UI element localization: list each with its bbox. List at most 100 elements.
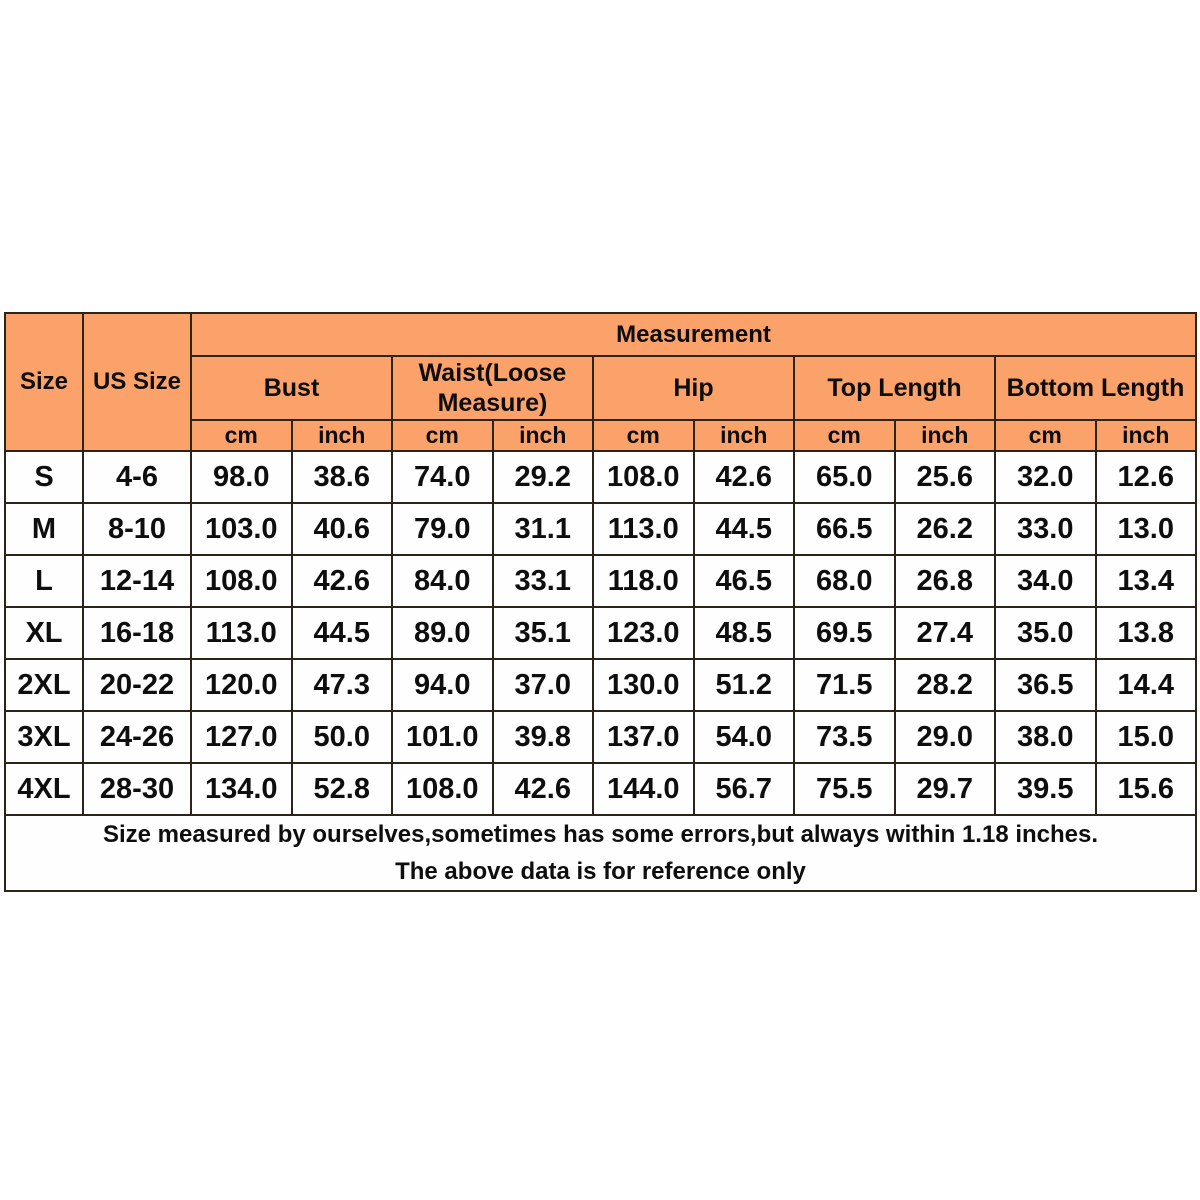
bottom-length-inch-cell: 14.4 (1094, 658, 1198, 712)
unit-header-cm: cm (994, 419, 1097, 452)
table-row-xl: XL 16-18 113.0 44.5 89.0 35.1 123.0 48.5… (4, 606, 1198, 660)
unit-header-cm: cm (592, 419, 695, 452)
unit-header-cm: cm (391, 419, 494, 452)
waist-cm-cell: 89.0 (391, 606, 494, 660)
us-size-cell: 12-14 (82, 554, 192, 608)
bust-cm-cell: 103.0 (190, 502, 293, 556)
bust-inch-cell: 52.8 (290, 762, 393, 816)
bust-cm-cell: 127.0 (190, 710, 293, 764)
unit-header-inch: inch (893, 419, 996, 452)
top-length-cm-cell: 68.0 (793, 554, 896, 608)
group-header-hip: Hip (592, 355, 795, 421)
size-label-cell: 2XL (4, 658, 84, 712)
us-size-cell: 20-22 (82, 658, 192, 712)
bust-cm-cell: 98.0 (190, 450, 293, 504)
size-label-cell: XL (4, 606, 84, 660)
us-size-column-header: US Size (82, 312, 192, 452)
us-size-cell: 8-10 (82, 502, 192, 556)
hip-cm-cell: 137.0 (592, 710, 695, 764)
bottom-length-inch-cell: 15.0 (1094, 710, 1198, 764)
bottom-length-cm-cell: 33.0 (994, 502, 1097, 556)
bottom-length-cm-cell: 35.0 (994, 606, 1097, 660)
size-label-cell: L (4, 554, 84, 608)
size-label-cell: 3XL (4, 710, 84, 764)
unit-header-inch: inch (491, 419, 594, 452)
hip-inch-cell: 46.5 (692, 554, 795, 608)
hip-cm-cell: 113.0 (592, 502, 695, 556)
bust-inch-cell: 38.6 (290, 450, 393, 504)
unit-header-cm: cm (190, 419, 293, 452)
bust-cm-cell: 120.0 (190, 658, 293, 712)
waist-inch-cell: 31.1 (491, 502, 594, 556)
top-length-inch-cell: 26.2 (893, 502, 996, 556)
waist-cm-cell: 74.0 (391, 450, 494, 504)
top-length-cm-cell: 73.5 (793, 710, 896, 764)
waist-inch-cell: 37.0 (491, 658, 594, 712)
bottom-length-inch-cell: 13.4 (1094, 554, 1198, 608)
bust-cm-cell: 108.0 (190, 554, 293, 608)
hip-cm-cell: 123.0 (592, 606, 695, 660)
waist-inch-cell: 42.6 (491, 762, 594, 816)
bottom-length-cm-cell: 39.5 (994, 762, 1097, 816)
size-column-header: Size (4, 312, 84, 452)
table-row-4xl: 4XL 28-30 134.0 52.8 108.0 42.6 144.0 56… (4, 762, 1198, 816)
hip-inch-cell: 48.5 (692, 606, 795, 660)
bottom-length-cm-cell: 32.0 (994, 450, 1097, 504)
us-size-cell: 28-30 (82, 762, 192, 816)
unit-header-inch: inch (692, 419, 795, 452)
bust-inch-cell: 42.6 (290, 554, 393, 608)
footer-note-line2: The above data is for reference only (395, 858, 806, 885)
bottom-length-cm-cell: 38.0 (994, 710, 1097, 764)
size-chart-table: Size US Size Measurement Bust Waist(Loos… (3, 312, 1198, 892)
waist-inch-cell: 33.1 (491, 554, 594, 608)
unit-header-inch: inch (290, 419, 393, 452)
hip-cm-cell: 118.0 (592, 554, 695, 608)
footer-note: Size measured by ourselves,sometimes has… (3, 814, 1198, 892)
group-header-bust: Bust (190, 355, 393, 421)
hip-inch-cell: 54.0 (692, 710, 795, 764)
top-length-inch-cell: 29.7 (893, 762, 996, 816)
footer-note-line1: Size measured by ourselves,sometimes has… (102, 821, 1099, 848)
top-length-inch-cell: 28.2 (893, 658, 996, 712)
top-length-inch-cell: 27.4 (893, 606, 996, 660)
waist-cm-cell: 84.0 (391, 554, 494, 608)
bust-cm-cell: 113.0 (190, 606, 293, 660)
group-header-waist: Waist(Loose Measure) (391, 355, 594, 421)
table-row-2xl: 2XL 20-22 120.0 47.3 94.0 37.0 130.0 51.… (4, 658, 1198, 712)
table-row-m: M 8-10 103.0 40.6 79.0 31.1 113.0 44.5 6… (4, 502, 1198, 556)
unit-header-row: cm inch cm inch cm inch cm inch cm inch (5, 419, 1198, 452)
bust-cm-cell: 134.0 (190, 762, 293, 816)
bust-inch-cell: 40.6 (290, 502, 393, 556)
us-size-cell: 4-6 (82, 450, 192, 504)
table-row-l: L 12-14 108.0 42.6 84.0 33.1 118.0 46.5 … (4, 554, 1198, 608)
unit-header-inch: inch (1094, 419, 1198, 452)
waist-inch-cell: 39.8 (491, 710, 594, 764)
top-length-cm-cell: 66.5 (793, 502, 896, 556)
hip-cm-cell: 144.0 (592, 762, 695, 816)
top-length-cm-cell: 75.5 (793, 762, 896, 816)
hip-inch-cell: 42.6 (692, 450, 795, 504)
waist-cm-cell: 108.0 (391, 762, 494, 816)
hip-inch-cell: 44.5 (692, 502, 795, 556)
waist-cm-cell: 79.0 (391, 502, 494, 556)
group-header-top-length: Top Length (793, 355, 996, 421)
top-length-inch-cell: 25.6 (893, 450, 996, 504)
size-label-cell: M (4, 502, 84, 556)
waist-cm-cell: 94.0 (391, 658, 494, 712)
bottom-length-inch-cell: 12.6 (1094, 450, 1198, 504)
table-row-s: S 4-6 98.0 38.6 74.0 29.2 108.0 42.6 65.… (4, 450, 1198, 504)
table-row-3xl: 3XL 24-26 127.0 50.0 101.0 39.8 137.0 54… (4, 710, 1198, 764)
us-size-cell: 24-26 (82, 710, 192, 764)
hip-inch-cell: 51.2 (692, 658, 795, 712)
hip-inch-cell: 56.7 (692, 762, 795, 816)
group-header-waist-label: Waist(Loose Measure) (418, 359, 567, 417)
waist-inch-cell: 29.2 (491, 450, 594, 504)
bust-inch-cell: 47.3 (290, 658, 393, 712)
measurement-header-row: Size US Size Measurement (4, 312, 1198, 452)
top-length-cm-cell: 69.5 (793, 606, 896, 660)
bottom-length-inch-cell: 15.6 (1094, 762, 1198, 816)
bottom-length-inch-cell: 13.8 (1094, 606, 1198, 660)
hip-cm-cell: 130.0 (592, 658, 695, 712)
top-length-cm-cell: 65.0 (793, 450, 896, 504)
